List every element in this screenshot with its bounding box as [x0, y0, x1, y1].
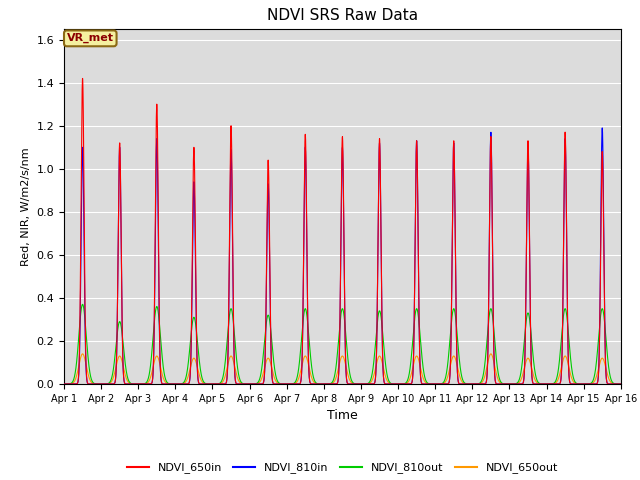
Legend: NDVI_650in, NDVI_810in, NDVI_810out, NDVI_650out: NDVI_650in, NDVI_810in, NDVI_810out, NDV…: [122, 458, 563, 478]
Title: NDVI SRS Raw Data: NDVI SRS Raw Data: [267, 9, 418, 24]
Y-axis label: Red, NIR, W/m2/s/nm: Red, NIR, W/m2/s/nm: [21, 147, 31, 266]
X-axis label: Time: Time: [327, 409, 358, 422]
Text: VR_met: VR_met: [67, 33, 114, 44]
